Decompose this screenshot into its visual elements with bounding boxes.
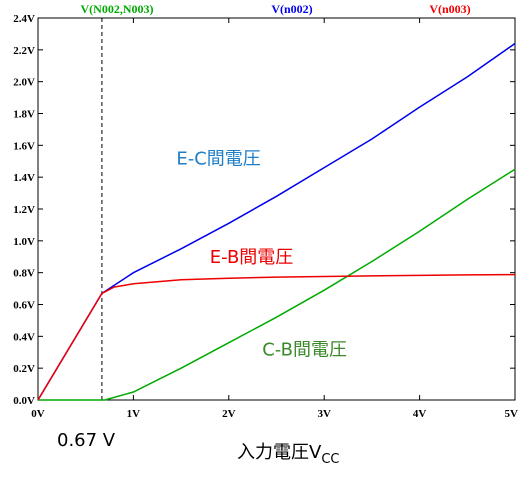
x-tick-labels: 0V 1V 2V 3V 4V 5V [31,18,518,420]
x-axis-title-subscript: CC [321,452,339,467]
x-axis-title: 入力電圧VCC [237,442,339,467]
x-tick-label: 0V [31,408,45,420]
y-tick-label: 0.8V [13,268,35,280]
legend-item-3: V(n003) [429,2,470,16]
x-tick-label: 4V [413,408,427,420]
y-tick-label: 0.2V [13,363,35,375]
legend: V(N002,N003) V(n002) V(n003) [81,2,471,16]
legend-item-1: V(N002,N003) [81,2,154,16]
annotation-3: C-B間電圧 [262,339,347,360]
marker-label: 0.67 V [57,430,116,451]
y-tick-label: 2.0V [13,77,35,89]
y-tick-label: 1.4V [13,172,35,184]
x-tick-label: 1V [127,408,141,420]
x-tick-label: 3V [317,408,331,420]
series-line-1 [38,168,516,401]
y-tick-label: 2.4V [13,13,35,25]
y-tick-label: 1.6V [13,140,35,152]
x-axis-title-main: 入力電圧V [237,442,322,463]
x-tick-label: 2V [222,408,236,420]
y-tick-label: 1.8V [13,109,35,121]
y-tick-label: 2.2V [13,45,35,57]
legend-item-2: V(n002) [271,2,312,16]
y-tick-label: 1.0V [13,236,35,248]
y-tick-label: 1.2V [13,204,35,216]
annotation-2: E-B間電圧 [210,247,294,268]
annotation-1: E-C間電圧 [176,148,260,169]
series-lines [37,42,516,401]
series-line-3 [37,273,516,401]
y-tick-labels: 0.0V 0.2V 0.4V 0.6V 0.8V 1.0V 1.2V 1.4V 1.6V 1.8V… [13,13,515,407]
y-tick-label: 0.6V [13,300,35,312]
x-tick-label: 5V [505,408,519,420]
series-line-2 [37,42,516,401]
y-tick-label: 0.4V [13,331,35,343]
y-tick-label: 0.0V [13,395,35,407]
annotations: E-C間電圧 E-B間電圧 C-B間電圧 [176,148,347,360]
